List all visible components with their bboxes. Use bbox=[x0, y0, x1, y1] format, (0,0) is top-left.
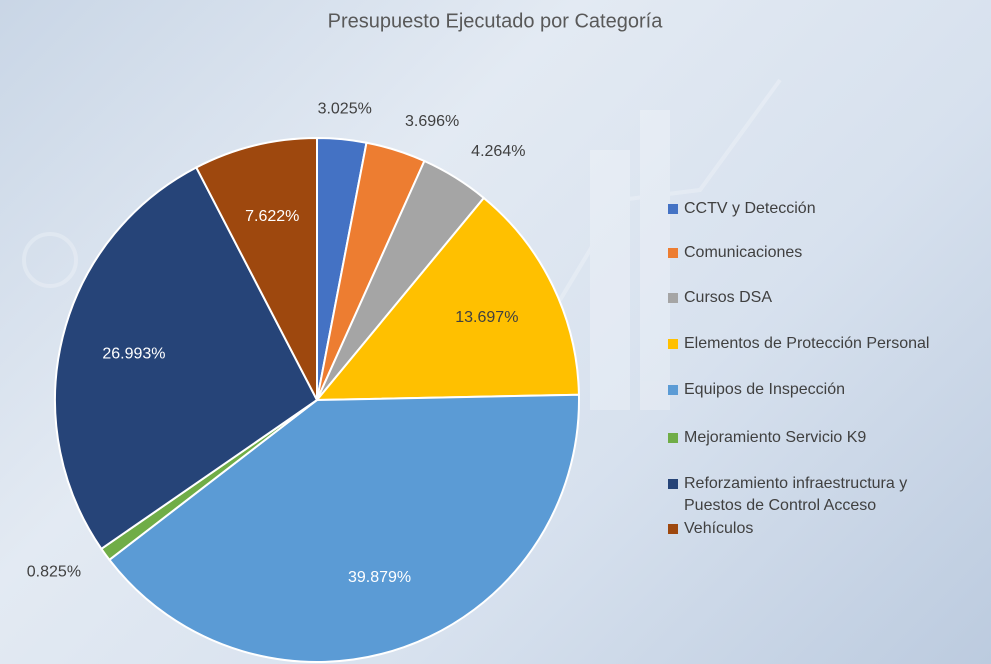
legend-label: CCTV y Detección bbox=[668, 198, 968, 220]
legend-swatch bbox=[668, 479, 678, 489]
legend-swatch bbox=[668, 248, 678, 258]
chart-title: Presupuesto Ejecutado por Categoría bbox=[328, 10, 664, 32]
legend-item: Cursos DSA bbox=[668, 287, 968, 309]
legend-label: Mejoramiento Servicio K9 bbox=[668, 427, 968, 449]
data-label: 39.879% bbox=[348, 569, 411, 586]
legend-item: Equipos de Inspección bbox=[668, 379, 968, 401]
legend-label: Equipos de Inspección bbox=[668, 379, 968, 401]
data-label: 3.025% bbox=[318, 101, 372, 118]
legend-label: Comunicaciones bbox=[668, 242, 968, 264]
legend-swatch bbox=[668, 204, 678, 214]
data-label: 7.622% bbox=[245, 208, 299, 225]
data-label: 13.697% bbox=[455, 309, 518, 326]
data-label: 3.696% bbox=[405, 113, 459, 130]
legend-label: Reforzamiento infraestructura y Puestos … bbox=[668, 473, 968, 517]
legend-label: Vehículos bbox=[668, 518, 968, 540]
legend-swatch bbox=[668, 385, 678, 395]
legend-item: Elementos de Protección Personal bbox=[668, 333, 968, 355]
legend-item: Mejoramiento Servicio K9 bbox=[668, 427, 968, 449]
legend-swatch bbox=[668, 524, 678, 534]
chart: Presupuesto Ejecutado por Categoría 3.02… bbox=[0, 0, 991, 664]
page: Presupuesto Ejecutado por Categoría 3.02… bbox=[0, 0, 991, 664]
legend-swatch bbox=[668, 293, 678, 303]
legend-item: Comunicaciones bbox=[668, 242, 968, 264]
data-label: 4.264% bbox=[471, 143, 525, 160]
legend-label: Elementos de Protección Personal bbox=[668, 333, 968, 355]
data-label: 0.825% bbox=[27, 563, 81, 580]
legend-item: Reforzamiento infraestructura y Puestos … bbox=[668, 473, 968, 517]
legend-item: CCTV y Detección bbox=[668, 198, 968, 220]
data-label: 26.993% bbox=[102, 346, 165, 363]
legend-label: Cursos DSA bbox=[668, 287, 968, 309]
legend-item: Vehículos bbox=[668, 518, 968, 540]
legend-swatch bbox=[668, 339, 678, 349]
legend-swatch bbox=[668, 433, 678, 443]
